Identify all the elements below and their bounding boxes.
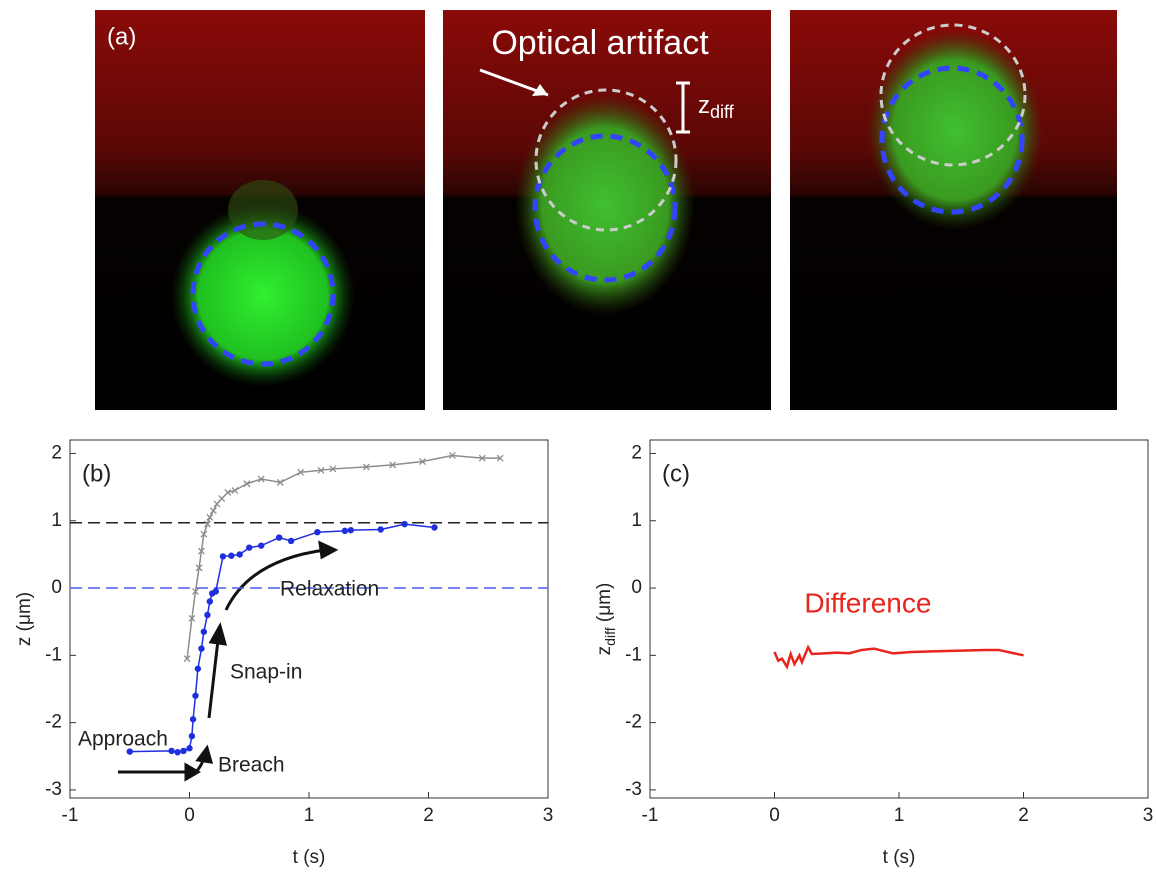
data-line	[129, 523, 435, 754]
image-a2: Optical artifact zdiff	[443, 10, 771, 410]
plot-frame	[649, 439, 1149, 799]
panel-label: (c)	[662, 460, 690, 487]
x-tick-label: 0	[184, 805, 195, 826]
data-point	[377, 526, 384, 533]
y-tick-label: -2	[625, 712, 642, 733]
data-line	[773, 644, 1024, 670]
y-axis-label-part: (μm)	[594, 583, 615, 628]
data-point	[389, 461, 397, 469]
data-point	[188, 732, 196, 740]
data-point	[188, 614, 196, 622]
annotation: Approach	[78, 728, 168, 751]
data-point	[347, 526, 355, 534]
data-point	[209, 507, 217, 515]
y-tick-label: -1	[45, 644, 62, 665]
data-point	[192, 587, 199, 595]
data-point	[297, 468, 305, 476]
arrows-b	[118, 540, 339, 782]
y-axis-label-part: diff	[602, 627, 618, 646]
data-point	[200, 628, 208, 635]
data-point	[362, 463, 370, 471]
y-tick-label: -3	[625, 779, 642, 800]
data-point	[236, 551, 243, 558]
x-tick-label: 3	[1143, 805, 1154, 826]
image-a3	[790, 10, 1117, 410]
data-point	[206, 598, 214, 605]
image-a1: (a)	[95, 10, 425, 410]
x-tick-label: 1	[894, 805, 905, 826]
x-axis-label: t (s)	[883, 847, 916, 868]
x-tick-label: 2	[1018, 805, 1029, 826]
data-point	[203, 520, 211, 528]
data-point	[212, 588, 219, 595]
data-point	[224, 489, 232, 496]
data-point	[431, 524, 438, 531]
annotation: Relaxation	[280, 578, 379, 601]
data-point	[213, 500, 221, 508]
annotation: Breach	[218, 754, 285, 777]
annotation: Optical artifact	[491, 24, 709, 62]
data-point	[126, 748, 133, 755]
data-point	[448, 452, 456, 459]
series-label: Difference	[804, 587, 931, 618]
x-tick-label: 0	[769, 805, 780, 826]
data-point	[478, 454, 486, 462]
x-tick-label: -1	[642, 805, 659, 826]
data-point	[168, 747, 175, 755]
x-tick-label: 1	[304, 805, 315, 826]
data-point	[218, 495, 226, 503]
data-point	[329, 465, 337, 473]
data-point	[174, 749, 181, 756]
x-axis-label: t (s)	[293, 847, 326, 868]
data-point	[195, 564, 203, 572]
y-tick-label: 0	[631, 577, 642, 598]
y-tick-label: 1	[631, 510, 642, 531]
data-point	[258, 542, 265, 549]
y-tick-label: 2	[631, 442, 642, 463]
data-point	[231, 487, 239, 494]
data-point	[287, 537, 295, 545]
data-point	[194, 665, 202, 672]
panel-label: (a)	[107, 23, 136, 50]
y-axis-label: zdiff (μm)	[594, 583, 618, 656]
data-point	[419, 458, 426, 465]
data-point	[243, 480, 251, 488]
data-point	[317, 466, 325, 474]
data-point	[228, 552, 235, 559]
y-axis-label: z (μm)	[14, 592, 35, 646]
x-tick-label: 3	[543, 805, 554, 826]
y-tick-label: 2	[51, 442, 62, 463]
data-point	[401, 520, 408, 528]
data-point	[204, 611, 211, 619]
data-point	[192, 692, 199, 699]
data-point	[197, 547, 205, 555]
x-tick-label: 2	[423, 805, 434, 826]
data-point	[314, 528, 321, 536]
data-point	[275, 534, 283, 541]
data-point	[341, 527, 349, 535]
x-tick-label: -1	[62, 805, 79, 826]
y-tick-label: 0	[51, 577, 62, 598]
data-point	[276, 478, 284, 486]
panel-label: (b)	[82, 460, 111, 487]
data-point	[206, 513, 214, 521]
data-point	[200, 530, 208, 538]
y-tick-label: 1	[51, 510, 62, 531]
y-tick-label: -3	[45, 779, 62, 800]
y-tick-label: -1	[625, 644, 642, 665]
zdiff-label: zdiff	[698, 92, 735, 121]
data-point	[186, 745, 193, 752]
data-point	[257, 475, 265, 483]
data-point	[496, 454, 504, 462]
data-point	[198, 645, 205, 652]
data-point	[183, 655, 191, 663]
data-point	[189, 716, 197, 723]
data-point	[246, 544, 253, 551]
data-point	[219, 553, 227, 560]
y-tick-label: -2	[45, 712, 62, 733]
y-axis-label-part: z	[594, 646, 615, 656]
annotation: Snap-in	[230, 661, 302, 684]
data-point	[180, 747, 187, 755]
